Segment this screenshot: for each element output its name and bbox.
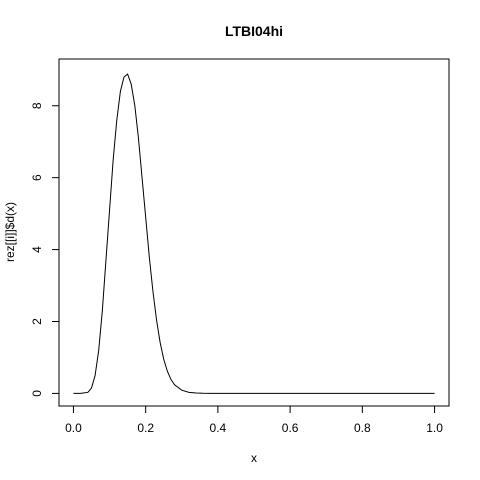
y-tick-label: 4 [30,246,44,253]
x-tick-label: 0.0 [65,421,82,435]
x-axis-label: x [251,451,257,465]
y-tick-label: 6 [30,174,44,181]
x-tick-label: 1.0 [426,421,443,435]
x-axis: 0.0 0.2 0.4 0.6 0.8 1.0 [65,405,443,435]
density-curve [73,73,435,394]
x-tick-label: 0.8 [354,421,371,435]
x-tick-label: 0.6 [282,421,299,435]
y-tick-label: 2 [30,318,44,325]
x-tick-label: 0.2 [137,421,154,435]
y-axis-label: rez[[i]]$d(x) [3,202,17,262]
y-axis: 0 2 4 6 8 [30,102,60,397]
x-tick-label: 0.4 [210,421,227,435]
chart-title: LTBI04hi [225,23,283,39]
y-tick-label: 0 [30,390,44,397]
y-tick-label: 8 [30,102,44,109]
